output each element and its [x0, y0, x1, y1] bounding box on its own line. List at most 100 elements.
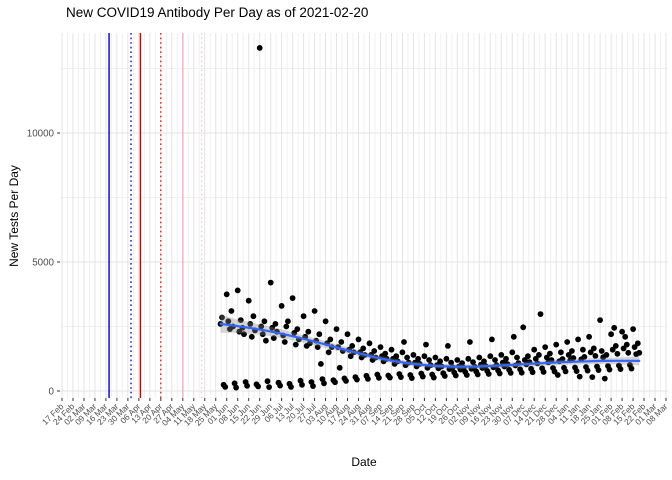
data-point [465, 355, 472, 362]
data-point [288, 384, 294, 390]
data-point [581, 354, 588, 360]
data-point [336, 364, 343, 371]
data-point [532, 355, 539, 362]
data-point [445, 343, 451, 349]
data-point [285, 318, 291, 325]
data-point [525, 353, 531, 360]
data-point [467, 339, 473, 345]
data-point [625, 349, 632, 356]
data-point [314, 344, 321, 350]
data-point [281, 339, 288, 345]
data-point [401, 339, 407, 345]
data-point [415, 355, 421, 362]
data-point [595, 367, 602, 373]
data-point [311, 308, 318, 314]
data-point [318, 361, 324, 367]
data-point [598, 348, 605, 354]
data-point [623, 341, 630, 348]
data-point [404, 354, 410, 361]
data-point [278, 303, 285, 309]
data-point [410, 352, 417, 358]
data-point [244, 382, 251, 389]
data-point [507, 370, 514, 376]
data-point [498, 352, 505, 358]
data-point [586, 333, 592, 340]
data-point [597, 317, 603, 323]
data-point [476, 354, 483, 361]
data-point [421, 353, 428, 360]
data-point [542, 344, 549, 350]
data-point [622, 333, 629, 340]
data-point [481, 358, 487, 365]
data-point [441, 373, 448, 379]
data-point [283, 323, 290, 330]
data-point [322, 318, 329, 325]
data-point [259, 331, 266, 338]
data-point [536, 352, 542, 358]
data-point [365, 376, 371, 382]
data-point [237, 317, 244, 323]
data-point [408, 375, 415, 381]
data-point [448, 359, 454, 366]
data-point [299, 381, 305, 388]
data-point [264, 378, 271, 385]
data-point [564, 339, 571, 345]
data-point [587, 349, 594, 356]
data-point [575, 336, 581, 343]
data-point [634, 340, 641, 347]
data-point [228, 308, 235, 314]
data-point [540, 369, 547, 375]
data-point [487, 353, 494, 360]
data-point [387, 374, 393, 381]
data-point [294, 326, 301, 332]
data-point [377, 344, 384, 350]
data-point [270, 335, 277, 341]
data-point [223, 291, 230, 298]
data-point [222, 384, 229, 390]
data-point [332, 379, 338, 386]
data-point [470, 359, 476, 365]
data-point [518, 369, 525, 376]
data-point [258, 323, 265, 330]
data-point [316, 331, 323, 338]
data-point [371, 348, 378, 354]
data-point [576, 373, 583, 380]
data-point [474, 371, 481, 378]
data-point [459, 360, 465, 366]
data-point [492, 357, 498, 363]
data-point [603, 352, 610, 358]
y-tick-label: 0 [49, 387, 55, 398]
data-point [631, 344, 638, 350]
data-point [233, 384, 240, 391]
data-point [580, 346, 586, 353]
data-point [489, 336, 495, 343]
data-point [430, 374, 437, 381]
data-point [269, 324, 276, 331]
data-point [619, 328, 625, 335]
data-point [321, 380, 327, 387]
data-point [559, 356, 566, 362]
data-point [628, 365, 635, 372]
data-point [354, 376, 360, 383]
data-point [261, 318, 268, 325]
data-point [570, 355, 577, 361]
confidence-band [220, 314, 640, 370]
data-point [234, 287, 241, 294]
data-point [250, 313, 257, 320]
data-point [432, 354, 439, 361]
data-point [349, 343, 356, 349]
data-point [272, 321, 279, 327]
smooth-trend-line [219, 322, 641, 368]
y-tick-label: 5000 [32, 258, 54, 269]
data-point [347, 353, 354, 360]
data-point [620, 345, 627, 352]
data-point [520, 324, 527, 331]
data-point [584, 367, 591, 374]
data-point [554, 372, 561, 378]
data-point [245, 297, 252, 304]
data-point [611, 324, 618, 331]
data-point [344, 331, 351, 338]
data-point [355, 336, 362, 343]
data-point [452, 372, 459, 379]
